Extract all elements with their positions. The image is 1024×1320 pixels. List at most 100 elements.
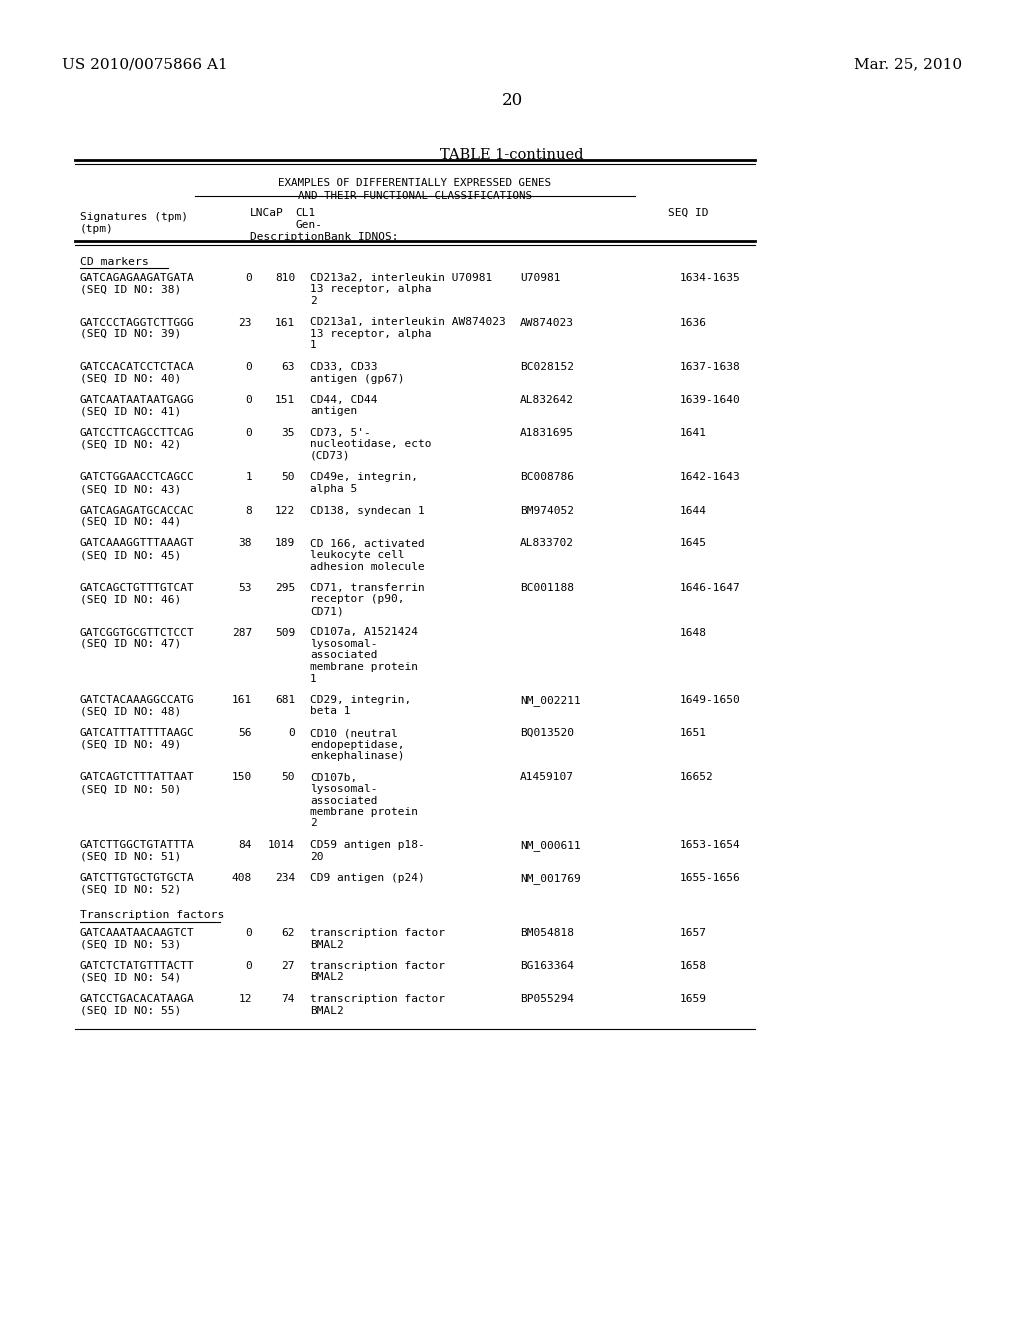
Text: (tpm): (tpm) bbox=[80, 224, 114, 234]
Text: GATCCTTCAGCCTTCAG: GATCCTTCAGCCTTCAG bbox=[80, 428, 195, 438]
Text: CD49e, integrin,: CD49e, integrin, bbox=[310, 473, 418, 483]
Text: Transcription factors: Transcription factors bbox=[80, 909, 224, 920]
Text: 509: 509 bbox=[274, 627, 295, 638]
Text: 234: 234 bbox=[274, 873, 295, 883]
Text: Mar. 25, 2010: Mar. 25, 2010 bbox=[854, 57, 962, 71]
Text: enkephalinase): enkephalinase) bbox=[310, 751, 404, 762]
Text: 62: 62 bbox=[282, 928, 295, 939]
Text: U70981: U70981 bbox=[520, 273, 560, 282]
Text: AL833702: AL833702 bbox=[520, 539, 574, 549]
Text: (CD73): (CD73) bbox=[310, 451, 350, 461]
Text: lysosomal-: lysosomal- bbox=[310, 784, 378, 795]
Text: 1645: 1645 bbox=[680, 539, 707, 549]
Text: 16652: 16652 bbox=[680, 772, 714, 783]
Text: DescriptionBank IDNOS:: DescriptionBank IDNOS: bbox=[250, 232, 398, 242]
Text: A1831695: A1831695 bbox=[520, 428, 574, 438]
Text: GATCAAAGGTTTAAAGT: GATCAAAGGTTTAAAGT bbox=[80, 539, 195, 549]
Text: (SEQ ID NO: 55): (SEQ ID NO: 55) bbox=[80, 1006, 181, 1015]
Text: 1659: 1659 bbox=[680, 994, 707, 1005]
Text: 13 receptor, alpha: 13 receptor, alpha bbox=[310, 285, 431, 294]
Text: GATCATTTATTTTAAGC: GATCATTTATTTTAAGC bbox=[80, 729, 195, 738]
Text: 1648: 1648 bbox=[680, 627, 707, 638]
Text: leukocyte cell: leukocyte cell bbox=[310, 550, 404, 560]
Text: BG163364: BG163364 bbox=[520, 961, 574, 972]
Text: 12: 12 bbox=[239, 994, 252, 1005]
Text: Gen-: Gen- bbox=[295, 220, 322, 230]
Text: 20: 20 bbox=[310, 851, 324, 862]
Text: CD71): CD71) bbox=[310, 606, 344, 616]
Text: AW874023: AW874023 bbox=[520, 318, 574, 327]
Text: (SEQ ID NO: 41): (SEQ ID NO: 41) bbox=[80, 407, 181, 417]
Text: 13 receptor, alpha: 13 receptor, alpha bbox=[310, 329, 431, 339]
Text: transcription factor: transcription factor bbox=[310, 994, 445, 1005]
Text: 1636: 1636 bbox=[680, 318, 707, 327]
Text: GATCTTGTGCTGTGCTA: GATCTTGTGCTGTGCTA bbox=[80, 873, 195, 883]
Text: transcription factor: transcription factor bbox=[310, 928, 445, 939]
Text: GATCGGTGCGTTCTCCT: GATCGGTGCGTTCTCCT bbox=[80, 627, 195, 638]
Text: antigen (gp67): antigen (gp67) bbox=[310, 374, 404, 384]
Text: 8: 8 bbox=[246, 506, 252, 516]
Text: CD29, integrin,: CD29, integrin, bbox=[310, 696, 412, 705]
Text: BC008786: BC008786 bbox=[520, 473, 574, 483]
Text: (SEQ ID NO: 42): (SEQ ID NO: 42) bbox=[80, 440, 181, 450]
Text: CD44, CD44: CD44, CD44 bbox=[310, 395, 378, 405]
Text: GATCAAATAACAAGTCT: GATCAAATAACAAGTCT bbox=[80, 928, 195, 939]
Text: 1639-1640: 1639-1640 bbox=[680, 395, 740, 405]
Text: CL1: CL1 bbox=[295, 209, 315, 218]
Text: (SEQ ID NO: 49): (SEQ ID NO: 49) bbox=[80, 739, 181, 750]
Text: CD33, CD33: CD33, CD33 bbox=[310, 362, 378, 372]
Text: Signatures (tpm): Signatures (tpm) bbox=[80, 213, 188, 222]
Text: 35: 35 bbox=[282, 428, 295, 438]
Text: adhesion molecule: adhesion molecule bbox=[310, 561, 425, 572]
Text: NM_001769: NM_001769 bbox=[520, 873, 581, 884]
Text: transcription factor: transcription factor bbox=[310, 961, 445, 972]
Text: 150: 150 bbox=[231, 772, 252, 783]
Text: 408: 408 bbox=[231, 873, 252, 883]
Text: 63: 63 bbox=[282, 362, 295, 372]
Text: CD213a1, interleukin AW874023: CD213a1, interleukin AW874023 bbox=[310, 318, 506, 327]
Text: GATCCACATCCTCTACA: GATCCACATCCTCTACA bbox=[80, 362, 195, 372]
Text: GATCCCTAGGTCTTGGG: GATCCCTAGGTCTTGGG bbox=[80, 318, 195, 327]
Text: CD71, transferrin: CD71, transferrin bbox=[310, 583, 425, 593]
Text: GATCAGTCTTTATTAAT: GATCAGTCTTTATTAAT bbox=[80, 772, 195, 783]
Text: (SEQ ID NO: 40): (SEQ ID NO: 40) bbox=[80, 374, 181, 384]
Text: nucleotidase, ecto: nucleotidase, ecto bbox=[310, 440, 431, 450]
Text: BC001188: BC001188 bbox=[520, 583, 574, 593]
Text: 0: 0 bbox=[246, 395, 252, 405]
Text: AND THEIR FUNCTIONAL CLASSIFICATIONS: AND THEIR FUNCTIONAL CLASSIFICATIONS bbox=[298, 191, 532, 201]
Text: 2: 2 bbox=[310, 296, 316, 306]
Text: 295: 295 bbox=[274, 583, 295, 593]
Text: 1657: 1657 bbox=[680, 928, 707, 939]
Text: CD markers: CD markers bbox=[80, 257, 148, 267]
Text: 1634-1635: 1634-1635 bbox=[680, 273, 740, 282]
Text: GATCTTGGCTGTATTTA: GATCTTGGCTGTATTTA bbox=[80, 840, 195, 850]
Text: 810: 810 bbox=[274, 273, 295, 282]
Text: 1651: 1651 bbox=[680, 729, 707, 738]
Text: 161: 161 bbox=[274, 318, 295, 327]
Text: US 2010/0075866 A1: US 2010/0075866 A1 bbox=[62, 57, 227, 71]
Text: endopeptidase,: endopeptidase, bbox=[310, 739, 404, 750]
Text: 56: 56 bbox=[239, 729, 252, 738]
Text: BMAL2: BMAL2 bbox=[310, 973, 344, 982]
Text: CD9 antigen (p24): CD9 antigen (p24) bbox=[310, 873, 425, 883]
Text: 1: 1 bbox=[246, 473, 252, 483]
Text: (SEQ ID NO: 52): (SEQ ID NO: 52) bbox=[80, 884, 181, 895]
Text: GATCCTGACACATAAGA: GATCCTGACACATAAGA bbox=[80, 994, 195, 1005]
Text: 0: 0 bbox=[246, 362, 252, 372]
Text: GATCAATAATAATGAGG: GATCAATAATAATGAGG bbox=[80, 395, 195, 405]
Text: (SEQ ID NO: 44): (SEQ ID NO: 44) bbox=[80, 517, 181, 527]
Text: 1642-1643: 1642-1643 bbox=[680, 473, 740, 483]
Text: CD 166, activated: CD 166, activated bbox=[310, 539, 425, 549]
Text: SEQ ID: SEQ ID bbox=[668, 209, 709, 218]
Text: CD10 (neutral: CD10 (neutral bbox=[310, 729, 397, 738]
Text: 0: 0 bbox=[246, 273, 252, 282]
Text: GATCAGAGATGCACCAC: GATCAGAGATGCACCAC bbox=[80, 506, 195, 516]
Text: (SEQ ID NO: 38): (SEQ ID NO: 38) bbox=[80, 285, 181, 294]
Text: associated: associated bbox=[310, 651, 378, 660]
Text: GATCTCTATGTTTACTT: GATCTCTATGTTTACTT bbox=[80, 961, 195, 972]
Text: 20: 20 bbox=[502, 92, 522, 110]
Text: (SEQ ID NO: 48): (SEQ ID NO: 48) bbox=[80, 706, 181, 717]
Text: CD138, syndecan 1: CD138, syndecan 1 bbox=[310, 506, 425, 516]
Text: NM_000611: NM_000611 bbox=[520, 840, 581, 851]
Text: 1637-1638: 1637-1638 bbox=[680, 362, 740, 372]
